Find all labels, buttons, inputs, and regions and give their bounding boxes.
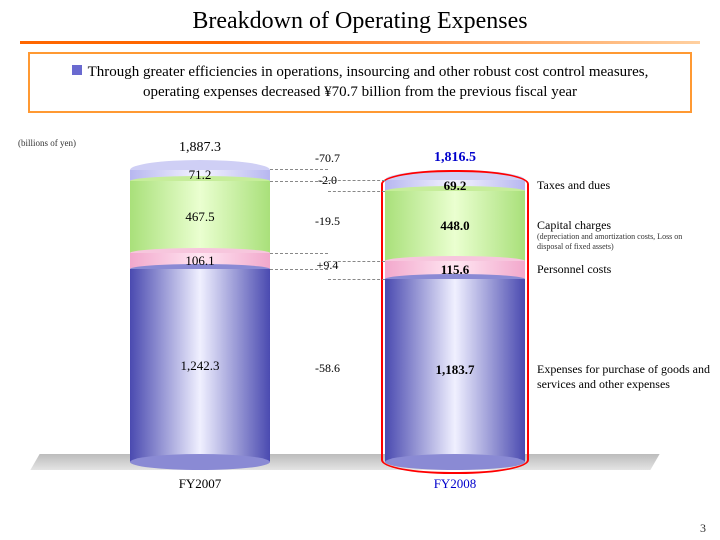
segment-capital: 448.0 [385, 191, 525, 260]
connector-line [328, 279, 386, 280]
segment-value: 106.1 [130, 253, 270, 269]
category-label: Expenses for purchase of goods and servi… [537, 362, 710, 391]
delta-value: -70.7 [298, 151, 358, 166]
delta-value: +9.4 [298, 258, 358, 273]
x-axis-label: FY2007 [130, 476, 270, 492]
segment-value: 115.6 [385, 262, 525, 278]
x-axis-label: FY2008 [385, 476, 525, 492]
segment-value: 448.0 [385, 218, 525, 234]
column-fy2007: 71.2 467.5 106.1 1,242.3 [130, 170, 270, 463]
bullet-icon [72, 65, 82, 75]
segment-personnel: 106.1 [130, 253, 270, 269]
category-label: Capital charges(depreciation and amortiz… [537, 218, 710, 252]
page-number: 3 [700, 521, 706, 536]
segment-value: 1,183.7 [385, 362, 525, 378]
category-label: Taxes and dues [537, 178, 710, 192]
delta-value: -19.5 [298, 214, 358, 229]
connector-line [270, 169, 328, 170]
delta-value: -2.0 [298, 173, 358, 188]
chart-floor [30, 454, 659, 470]
cylinder-bottom-cap [130, 454, 270, 470]
column-fy2008: 69.2 448.0 115.6 1,183.7 [385, 180, 525, 462]
summary-callout: Through greater efficiencies in operatio… [28, 52, 692, 113]
connector-line [270, 253, 328, 254]
segment-taxes: 69.2 [385, 180, 525, 191]
title-rule [20, 41, 700, 44]
column-total: 1,887.3 [130, 140, 270, 156]
delta-value: -58.6 [298, 361, 358, 376]
callout-text: Through greater efficiencies in operatio… [88, 64, 649, 100]
cylinder-bottom-cap [385, 454, 525, 470]
page-title: Breakdown of Operating Expenses [0, 0, 720, 41]
segment-capital: 467.5 [130, 181, 270, 253]
stacked-cylinder-chart: 71.2 467.5 106.1 1,242.3 1,887.3 FY2007 69.2 44… [0, 138, 720, 498]
category-label: Personnel costs [537, 262, 710, 276]
segment-goods: 1,242.3 [130, 269, 270, 462]
segment-value: 1,242.3 [130, 358, 270, 374]
segment-personnel: 115.6 [385, 261, 525, 279]
segment-value: 467.5 [130, 209, 270, 225]
connector-line [328, 191, 386, 192]
segment-goods: 1,183.7 [385, 279, 525, 462]
column-total: 1,816.5 [385, 150, 525, 166]
segment-taxes: 71.2 [130, 170, 270, 181]
